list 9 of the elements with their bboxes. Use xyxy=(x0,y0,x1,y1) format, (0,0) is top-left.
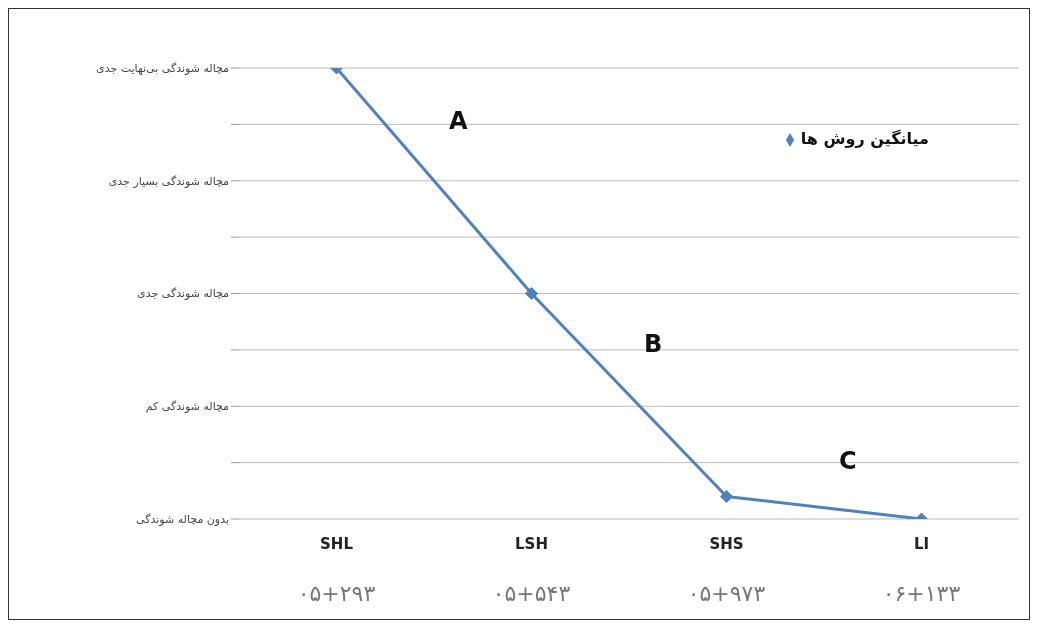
annotation: A xyxy=(449,106,468,135)
category-label: مچاله شوندگی بسیار جدی xyxy=(108,174,229,188)
legend-label: میانگین روش ها xyxy=(800,129,929,148)
annotation: C xyxy=(839,447,857,476)
category-label: مچاله شوندگی جدی xyxy=(137,287,229,301)
annotation: B xyxy=(644,329,663,358)
category-label: بدون مچاله شوندگی xyxy=(136,512,229,526)
category-label: مچاله شوندگی بی‌نهایت جدی xyxy=(96,61,229,75)
category-label: مچاله شوندگی کم xyxy=(145,400,229,414)
